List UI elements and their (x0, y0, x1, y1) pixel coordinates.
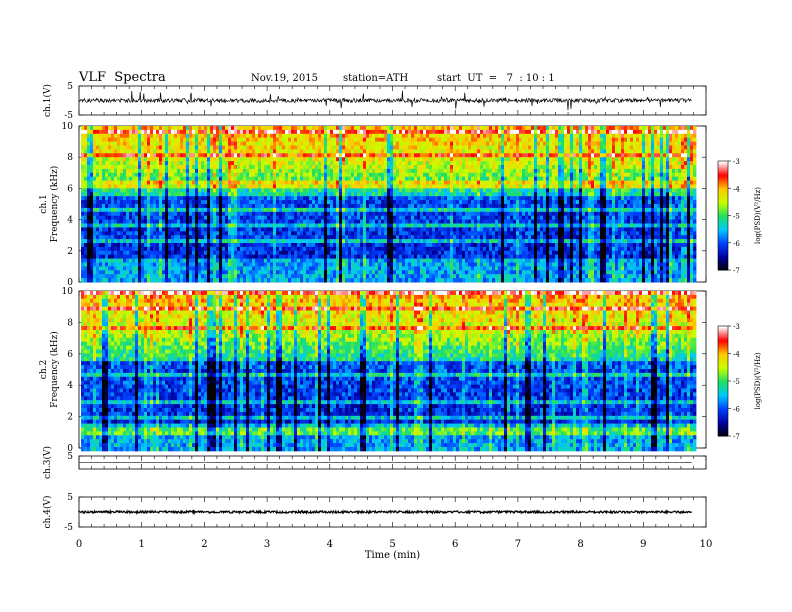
x-tick-label: 8 (577, 539, 583, 550)
channel-label-ch2-spectrogram: ch.2 (39, 360, 49, 379)
y-axis-label-ch3-waveform: ch.3(V) (42, 446, 53, 479)
channel-label-ch1-spectrogram: ch.1 (39, 194, 49, 213)
y-axis-label-ch1-waveform: ch.1(V) (42, 84, 53, 117)
y-tick-label: 6 (67, 184, 73, 194)
colorbar-label: log(PSD)(V²/Hz) (754, 352, 762, 409)
colorbar-tick-label: -7 (733, 267, 740, 275)
y-tick-label: 8 (67, 318, 73, 328)
colorbar-tick-label: -6 (733, 240, 740, 248)
y-axis-label-ch4-waveform: ch.4(V) (42, 496, 53, 529)
colorbar-label: log(PSD)(V²/Hz) (754, 187, 762, 244)
spectrogram-image-ch2-spectrogram (81, 291, 697, 452)
x-tick-label: 10 (700, 539, 713, 550)
y-tick-label: 8 (67, 153, 73, 163)
y-tick-label: 6 (67, 350, 73, 360)
x-axis-label: Time (min) (365, 550, 420, 561)
x-tick-label: 7 (515, 539, 521, 550)
y-tick-label: 10 (62, 122, 74, 132)
y-tick-label: 4 (67, 216, 73, 226)
date-label: Nov.19, 2015 (251, 73, 318, 84)
colorbar-tick-label: -4 (733, 351, 740, 359)
y-tick-label: 0 (67, 444, 73, 454)
y-tick-label: 2 (67, 413, 73, 423)
y-tick-label: 10 (62, 287, 74, 297)
colorbar-ch1-spectrogram (718, 161, 728, 271)
colorbar-tick-label: -4 (733, 185, 740, 193)
y-tick-label: 0 (67, 278, 73, 288)
start-time-label: start UT = 7 : 10 : 1 (437, 73, 555, 84)
colorbar-tick-label: -5 (733, 378, 740, 386)
x-tick-label: 9 (640, 539, 646, 550)
colorbar-tick-label: -5 (733, 213, 740, 221)
colorbar-ch2-spectrogram (718, 326, 728, 437)
x-tick-label: 3 (264, 539, 270, 550)
y-axis-label-ch1-spectrogram: Frequency (kHz) (49, 166, 60, 243)
chart-title: VLF Spectra (79, 70, 166, 85)
y-tick-label: -5 (64, 523, 73, 533)
spectrogram-image-ch1-spectrogram (81, 126, 697, 283)
x-tick-label: 5 (389, 539, 395, 550)
x-tick-label: 0 (76, 539, 82, 550)
waveform-trace-ch1-waveform (78, 90, 692, 111)
colorbar-tick-label: -6 (733, 406, 740, 414)
y-axis-label-ch2-spectrogram: Frequency (kHz) (49, 331, 60, 408)
y-tick-label: 5 (67, 452, 73, 462)
colorbar-tick-label: -7 (733, 433, 740, 441)
y-tick-label: 2 (67, 247, 73, 257)
y-tick-label: -5 (64, 111, 73, 121)
y-tick-label: 4 (67, 381, 73, 391)
colorbar-tick-label: -3 (733, 158, 740, 166)
x-tick-label: 4 (327, 539, 333, 550)
y-tick-label: 5 (67, 493, 73, 503)
x-tick-label: 6 (452, 539, 458, 550)
y-tick-label: 5 (67, 82, 73, 92)
x-tick-label: 1 (139, 539, 145, 550)
x-tick-label: 2 (201, 539, 207, 550)
station-label: station=ATH (343, 73, 409, 84)
waveform-trace-ch4-waveform (78, 508, 693, 516)
colorbar-tick-label: -3 (733, 323, 740, 331)
